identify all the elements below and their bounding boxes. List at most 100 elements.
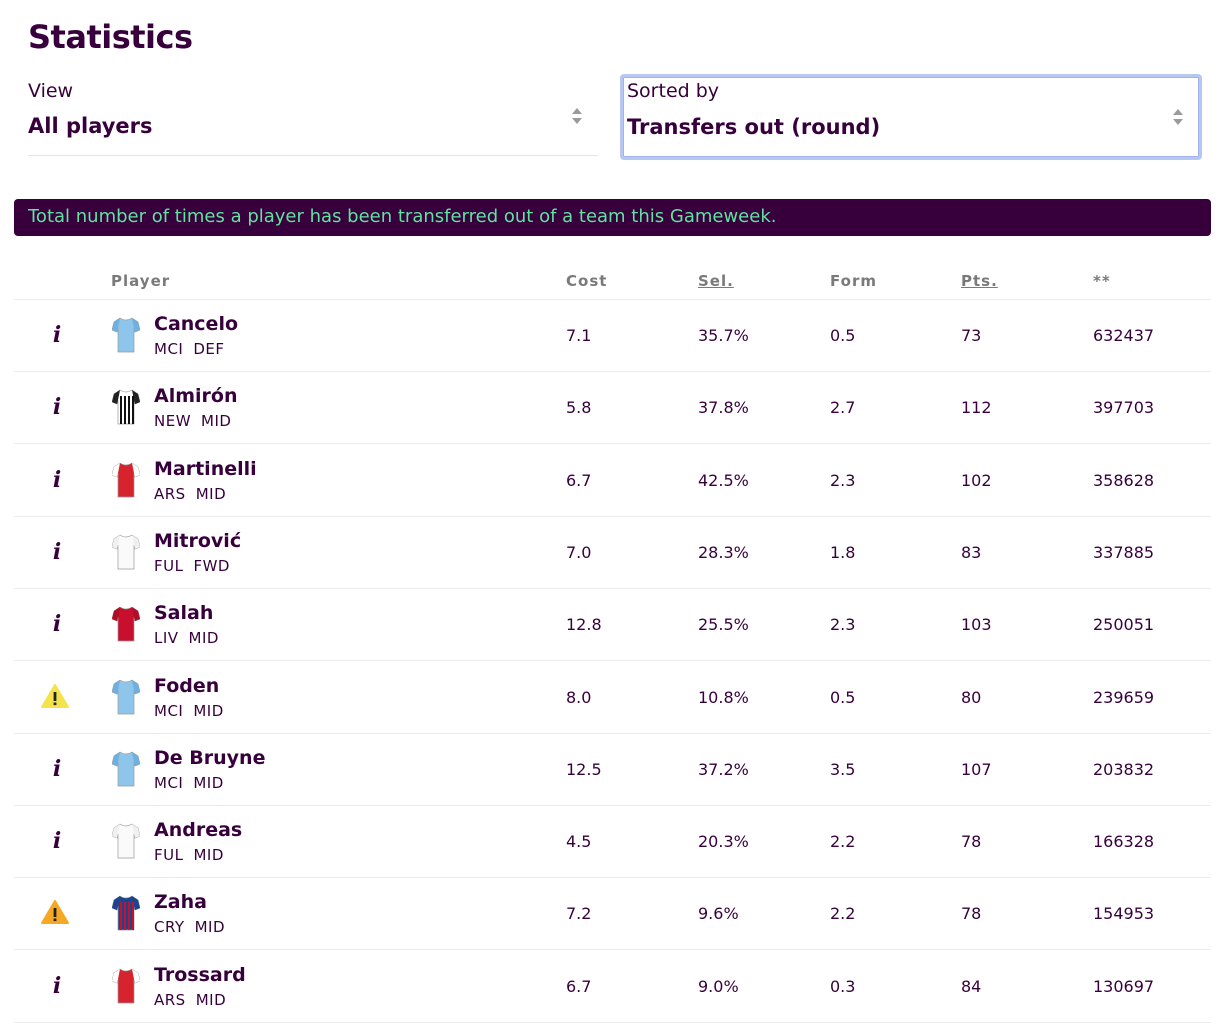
team-shirt-icon [112, 968, 140, 1004]
form-cell: 3.5 [830, 759, 856, 779]
info-icon[interactable]: i [52, 611, 62, 638]
selected-cell: 9.6% [698, 904, 739, 924]
view-label: View [28, 80, 74, 102]
form-cell: 2.2 [830, 832, 856, 852]
table-row[interactable]: i Mitrović FUL FWD 7.0 28.3% 1.8 83 337885 [14, 517, 1211, 589]
player-position: DEF [193, 340, 225, 358]
header-form[interactable]: Form [830, 272, 877, 290]
player-position: MID [195, 990, 227, 1009]
player-name[interactable]: Martinelli [154, 457, 257, 480]
form-cell: 0.5 [830, 687, 856, 707]
points-cell: 107 [961, 759, 992, 779]
sort-value: Transfers out (round) [627, 115, 881, 139]
transfers-out-cell: 154953 [1093, 904, 1155, 924]
info-icon[interactable]: i [52, 755, 62, 782]
table-header: Player Cost Sel. Form Pts. ** [14, 262, 1211, 300]
banner-text: Total number of times a player has been … [28, 206, 777, 227]
selected-cell: 20.3% [698, 832, 749, 852]
header-selected[interactable]: Sel. [698, 272, 734, 290]
player-position: FWD [193, 556, 230, 575]
points-cell: 112 [961, 398, 992, 418]
player-name[interactable]: Trossard [154, 963, 246, 986]
table-row[interactable]: i Trossard ARS MID 6.7 9.0% 0.3 84 130697 [14, 951, 1211, 1023]
form-cell: 2.3 [830, 470, 856, 490]
player-name[interactable]: Andreas [154, 819, 243, 842]
stat-description-banner: Total number of times a player has been … [14, 199, 1211, 236]
cost-cell: 7.2 [566, 904, 592, 924]
player-position: MID [193, 701, 224, 720]
info-icon[interactable]: i [52, 466, 62, 493]
team-shirt-icon [112, 895, 140, 931]
table-row[interactable]: i De Bruyne MCI MID 12.5 37.2% 3.5 107 203832 [14, 734, 1211, 806]
points-cell: 102 [961, 470, 992, 490]
header-player: Player [111, 272, 171, 290]
player-team: LIV [154, 629, 179, 648]
player-meta: MCI MID [154, 774, 224, 792]
table-row[interactable]: i Cancelo MCI DEF 7.1 35.7% 0.5 73 632437 [14, 300, 1211, 372]
player-name[interactable]: Cancelo [154, 313, 239, 335]
player-name[interactable]: Salah [154, 602, 214, 625]
select-arrows-icon [572, 108, 582, 124]
info-icon[interactable]: i [52, 322, 62, 348]
player-team: MCI [154, 773, 184, 792]
selected-cell: 28.3% [698, 542, 749, 562]
selected-cell: 37.8% [698, 398, 749, 418]
table-row[interactable]: i Almirón NEW MID 5.8 37.8% 2.7 112 397703 [14, 372, 1211, 445]
selected-cell: 42.5% [698, 470, 749, 490]
transfers-out-cell: 250051 [1093, 615, 1155, 635]
points-cell: 83 [961, 542, 982, 562]
header-points[interactable]: Pts. [961, 272, 998, 290]
team-shirt-icon [112, 317, 140, 353]
table-row[interactable]: i Andreas FUL MID 4.5 20.3% 2.2 78 166328 [14, 806, 1211, 879]
table-row[interactable]: Zaha CRY MID 7.2 9.6% 2.2 78 154953 [14, 878, 1211, 951]
points-cell: 73 [961, 326, 982, 345]
points-cell: 84 [961, 976, 982, 996]
page-title: Statistics [28, 18, 193, 56]
form-cell: 0.5 [830, 326, 856, 345]
sort-label: Sorted by [627, 80, 720, 102]
player-position: MID [195, 484, 227, 503]
player-meta: ARS MID [154, 485, 226, 503]
cost-cell: 12.5 [566, 759, 602, 779]
header-stat[interactable]: ** [1093, 272, 1111, 290]
header-cost[interactable]: Cost [566, 272, 608, 290]
team-shirt-icon [112, 389, 140, 425]
player-position: MID [194, 918, 226, 937]
team-shirt-icon [112, 679, 140, 714]
info-icon[interactable]: i [52, 828, 62, 855]
selected-cell: 10.8% [698, 687, 749, 707]
cost-cell: 4.5 [566, 832, 592, 852]
transfers-out-cell: 166328 [1093, 832, 1155, 852]
table-row[interactable]: i Salah LIV MID 12.8 25.5% 2.3 103 250051 [14, 589, 1211, 662]
warning-icon[interactable] [41, 683, 69, 708]
player-name[interactable]: Zaha [154, 891, 207, 914]
selected-cell: 9.0% [698, 976, 739, 996]
transfers-out-cell: 130697 [1093, 976, 1155, 996]
info-icon[interactable]: i [52, 972, 62, 999]
player-name[interactable]: Almirón [154, 385, 238, 408]
player-team: NEW [154, 412, 192, 431]
table-row[interactable]: Foden MCI MID 8.0 10.8% 0.5 80 239659 [14, 662, 1211, 734]
team-shirt-icon [112, 751, 140, 787]
player-meta: ARS MID [154, 991, 226, 1009]
info-icon[interactable]: i [52, 538, 62, 565]
player-name[interactable]: Foden [154, 674, 220, 697]
warning-icon[interactable] [41, 900, 69, 925]
player-name[interactable]: De Bruyne [154, 746, 266, 769]
info-icon[interactable]: i [52, 394, 62, 421]
sort-select[interactable]: Sorted by Transfers out (round) [620, 74, 1202, 160]
form-cell: 2.7 [830, 398, 856, 418]
player-name[interactable]: Mitrović [154, 529, 242, 552]
points-cell: 78 [961, 832, 982, 852]
player-position: MID [188, 629, 219, 648]
view-select[interactable]: View All players [28, 74, 598, 156]
player-meta: MCI DEF [154, 340, 225, 358]
table-row[interactable]: i Martinelli ARS MID 6.7 42.5% 2.3 102 358628 [14, 445, 1211, 517]
transfers-out-cell: 203832 [1093, 759, 1155, 779]
points-cell: 78 [961, 904, 982, 924]
player-meta: CRY MID [154, 918, 225, 936]
player-position: MID [193, 846, 224, 865]
transfers-out-cell: 337885 [1093, 542, 1155, 562]
selected-cell: 35.7% [698, 326, 749, 345]
player-team: FUL [154, 556, 184, 575]
